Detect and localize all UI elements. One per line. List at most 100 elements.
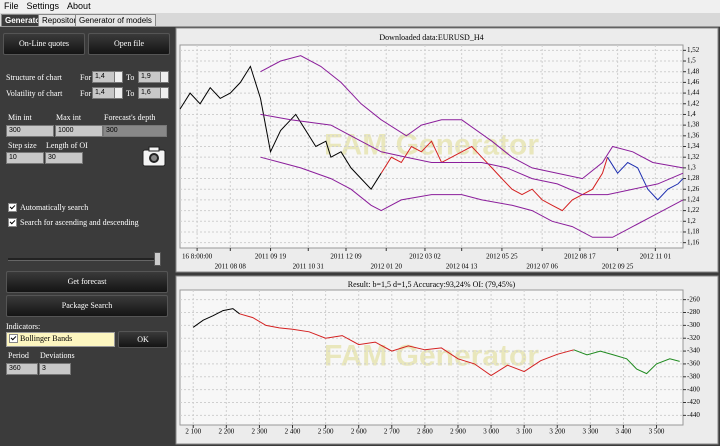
menu-item[interactable]: File bbox=[4, 1, 19, 11]
label: Volatility of chart bbox=[6, 89, 63, 98]
x-tick-label: 2 300 bbox=[252, 428, 268, 436]
watermark: FAM Generator bbox=[324, 128, 539, 161]
x-tick-label: 2 100 bbox=[185, 428, 201, 436]
label: Bollinger Bands bbox=[20, 334, 73, 343]
camera-button[interactable] bbox=[142, 145, 166, 167]
control-panel: On-Line quotes Open file Structure of ch… bbox=[0, 27, 172, 446]
x-tick-label: 2 600 bbox=[351, 428, 367, 436]
y-tick-label: -300 bbox=[687, 321, 700, 329]
open-button[interactable]: Open file bbox=[88, 33, 170, 55]
y-tick-label: 1,16 bbox=[687, 238, 700, 246]
slider-thumb[interactable] bbox=[154, 252, 161, 266]
x-tick-label: 2011 09 19 bbox=[255, 253, 287, 261]
x-tick-label: 2012 07 06 bbox=[526, 263, 558, 271]
x-tick-label: 3 100 bbox=[516, 428, 532, 436]
series-line bbox=[380, 140, 608, 212]
y-tick-label: -260 bbox=[687, 295, 700, 303]
y-tick-label: 1,3 bbox=[687, 163, 696, 171]
checkbox[interactable] bbox=[8, 218, 17, 227]
x-tick-label: 2012 01 20 bbox=[370, 263, 402, 271]
x-tick-label: 2 800 bbox=[417, 428, 433, 436]
y-tick-label: 1,26 bbox=[687, 185, 700, 193]
input[interactable]: 1000 bbox=[55, 125, 103, 137]
y-tick-label: 1,38 bbox=[687, 121, 700, 129]
menu-bar: File Settings About bbox=[0, 0, 720, 13]
x-tick-label: 2011 08 08 bbox=[215, 263, 247, 271]
y-tick-label: 1,46 bbox=[687, 78, 700, 86]
spinner[interactable] bbox=[114, 87, 123, 99]
menu-item[interactable]: Settings bbox=[26, 1, 60, 11]
indicator-select[interactable] bbox=[6, 332, 115, 347]
input[interactable]: 360 bbox=[6, 363, 38, 375]
x-tick-label: 3 300 bbox=[582, 428, 598, 436]
input[interactable]: 300 bbox=[103, 125, 167, 137]
series-line bbox=[260, 156, 684, 238]
x-tick-label: 3 000 bbox=[483, 428, 499, 436]
plot-area bbox=[179, 44, 684, 249]
series-line bbox=[239, 313, 574, 377]
y-tick-label: 1,44 bbox=[687, 89, 700, 97]
label: For bbox=[80, 89, 92, 98]
y-tick-label: 1,2 bbox=[687, 217, 696, 225]
y-tick-label: 1,48 bbox=[687, 67, 700, 75]
series-line bbox=[607, 156, 684, 201]
y-tick-label: -360 bbox=[687, 360, 700, 368]
label: Automatically search bbox=[20, 203, 89, 212]
y-tick-label: 1,28 bbox=[687, 174, 700, 182]
chart-title: Result: b=1,5 d=1,5 Accuracy:93,24% OI: … bbox=[348, 280, 516, 289]
x-tick-label: 2012 11 01 bbox=[640, 253, 672, 261]
label: Length of OI bbox=[46, 141, 88, 150]
label: Search for ascending and descending bbox=[20, 218, 139, 227]
input[interactable]: 10 bbox=[6, 152, 44, 164]
label: Forecast's depth bbox=[104, 113, 156, 122]
y-tick-label: -440 bbox=[687, 411, 700, 419]
x-tick-label: 3 400 bbox=[616, 428, 632, 436]
x-tick-label: 3 500 bbox=[649, 428, 665, 436]
y-tick-label: -380 bbox=[687, 372, 700, 380]
input[interactable]: 3 bbox=[39, 363, 71, 375]
tab[interactable]: Generator of models bbox=[75, 14, 156, 26]
series-line bbox=[260, 113, 684, 196]
ok-button[interactable]: OK bbox=[118, 331, 168, 348]
x-tick-label: 2012 03 02 bbox=[409, 253, 441, 261]
y-tick-label: 1,36 bbox=[687, 131, 700, 139]
label: Step size bbox=[8, 141, 37, 150]
spinner[interactable] bbox=[160, 87, 169, 99]
y-tick-label: -320 bbox=[687, 334, 700, 342]
x-tick-label: 2 700 bbox=[384, 428, 400, 436]
spinner[interactable] bbox=[160, 71, 169, 83]
online-button[interactable]: On-Line quotes bbox=[3, 33, 85, 55]
x-tick-label: 2 500 bbox=[318, 428, 334, 436]
input[interactable]: 1,4 bbox=[92, 87, 116, 99]
package-button[interactable]: Package Search bbox=[6, 295, 168, 317]
menu-item[interactable]: About bbox=[67, 1, 91, 11]
x-tick-label: 2011 12 09 bbox=[330, 253, 362, 261]
checkbox[interactable] bbox=[9, 334, 18, 343]
plot-area bbox=[179, 289, 684, 426]
x-tick-label: 2012 04 13 bbox=[446, 263, 478, 271]
y-tick-label: -420 bbox=[687, 398, 700, 406]
label: To bbox=[126, 73, 135, 82]
input[interactable]: 30 bbox=[45, 152, 83, 164]
x-tick-label: 2 200 bbox=[218, 428, 234, 436]
y-tick-label: 1,4 bbox=[687, 110, 696, 118]
input[interactable]: 300 bbox=[6, 125, 54, 137]
tab-bar: Generator Repository Generator of models bbox=[0, 13, 720, 27]
spinner[interactable] bbox=[114, 71, 123, 83]
y-tick-label: 1,22 bbox=[687, 206, 700, 214]
forecast-button[interactable]: Get forecast bbox=[6, 271, 168, 293]
y-tick-label: 1,24 bbox=[687, 196, 700, 204]
series-line bbox=[573, 349, 680, 375]
x-tick-label: 2011 10 31 bbox=[293, 263, 325, 271]
y-tick-label: 1,18 bbox=[687, 228, 700, 236]
x-tick-label: 16 8:00:00 bbox=[182, 253, 213, 261]
watermark: FAM Generator bbox=[324, 339, 539, 372]
x-tick-label: 2012 05 25 bbox=[486, 253, 518, 261]
x-tick-label: 2 400 bbox=[285, 428, 301, 436]
checkbox[interactable] bbox=[8, 203, 17, 212]
y-tick-label: -340 bbox=[687, 347, 700, 355]
x-tick-label: 2012 09 25 bbox=[602, 263, 634, 271]
x-tick-label: 2012 08 17 bbox=[564, 253, 596, 261]
